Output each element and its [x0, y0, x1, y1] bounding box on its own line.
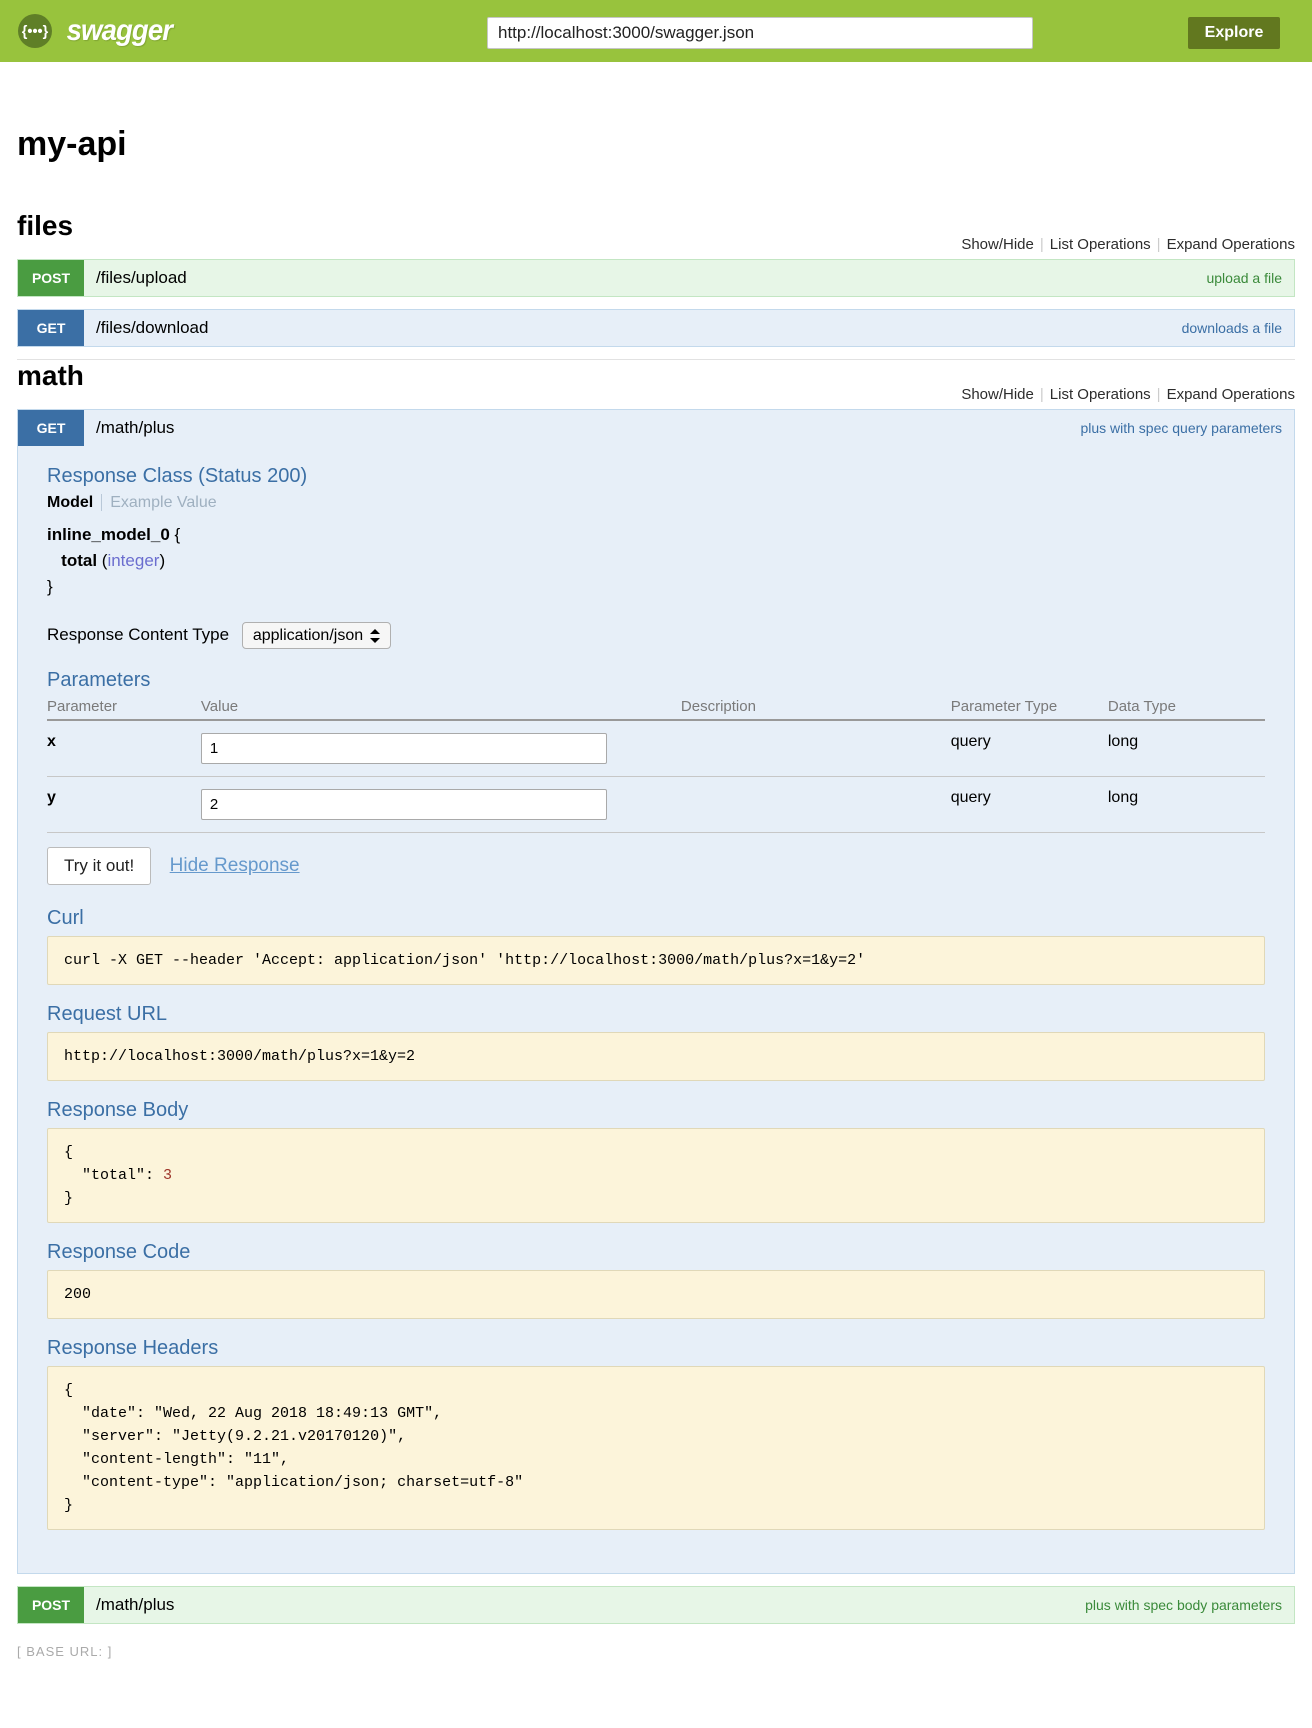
- svg-text:{•••}: {•••}: [22, 24, 49, 40]
